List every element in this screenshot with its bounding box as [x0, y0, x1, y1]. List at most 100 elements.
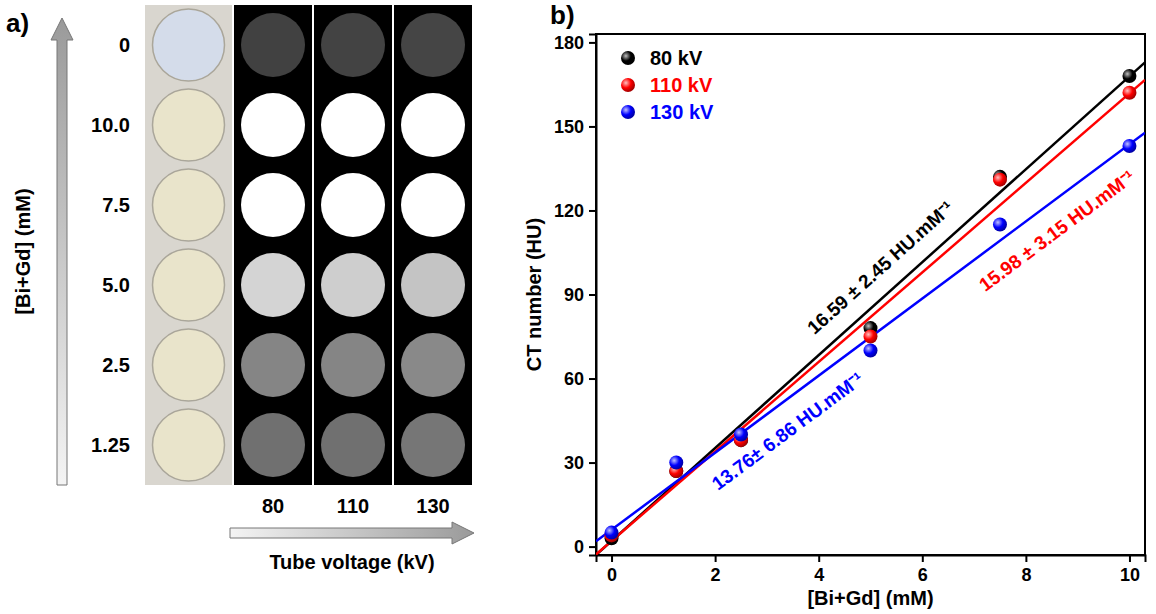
tick-label: 60 [564, 369, 584, 389]
ct-phantom [401, 93, 465, 157]
panel-label: a) [6, 8, 29, 38]
photo-well [153, 89, 225, 161]
annotation: 15.98 ± 3.15 HU.mM⁻¹ [975, 166, 1139, 295]
plot-frame [596, 34, 1145, 555]
ct-phantom [321, 13, 385, 77]
axis-title: Tube voltage (kV) [269, 551, 434, 573]
panel-b: 0 2 4 6 8 10 0 30 60 90 120 150 180 [Bi+Gd] (mM) CT nu… [523, 0, 1146, 609]
tick: 4 [814, 555, 824, 585]
tick: 120 [554, 201, 596, 221]
photo [145, 5, 232, 485]
data-point [734, 428, 748, 442]
tick-mark [589, 378, 596, 380]
tick-mark [1025, 555, 1027, 562]
arrow [51, 18, 73, 485]
axis-line [589, 35, 597, 556]
ct-phantom [321, 413, 385, 477]
legend: 80 kV 110 kV 130 kV [621, 47, 714, 123]
ct-phantom [321, 253, 385, 317]
tick: 0 [607, 555, 617, 585]
row-label: 2.5 [102, 354, 130, 376]
arrow [230, 522, 474, 544]
tick: 180 [554, 33, 596, 53]
axis-line [597, 556, 1146, 563]
y-axis: 0 30 60 90 120 150 180 [554, 33, 597, 557]
data-point [605, 526, 619, 540]
legend-label: 110 kV [650, 74, 713, 96]
tick-label: 0 [607, 565, 617, 585]
tick-label: 150 [554, 117, 584, 137]
data-point [1122, 139, 1136, 153]
tick-label: 30 [564, 453, 584, 473]
tick-label: 0 [574, 537, 584, 557]
annotations: 16.59 ± 2.45 HU.mM⁻¹15.98 ± 3.15 HU.mM⁻¹… [708, 166, 1139, 494]
photo-well [153, 409, 225, 481]
plot-area [596, 62, 1145, 555]
row-label: 7.5 [102, 194, 130, 216]
legend-marker [621, 78, 635, 92]
photo-well [153, 9, 225, 81]
tick-label: 2 [711, 565, 721, 585]
photo-well [153, 249, 225, 321]
tick-label: 120 [554, 201, 584, 221]
ct-image [314, 5, 392, 485]
tick-label: 180 [554, 33, 584, 53]
legend-marker [621, 51, 635, 65]
row-label: 5.0 [102, 274, 130, 296]
tick-mark [589, 42, 596, 44]
axis-title: [Bi+Gd] (mM) [807, 587, 933, 609]
column-label: 110 [337, 495, 369, 517]
data-point [1122, 86, 1136, 100]
column-label: 130 [416, 495, 449, 517]
ct-phantom [401, 333, 465, 397]
tick: 90 [564, 285, 596, 305]
tick-mark [715, 555, 717, 562]
ct-phantom [241, 333, 305, 397]
tick-mark [589, 546, 596, 548]
ct-phantom [321, 93, 385, 157]
tick: 60 [564, 369, 596, 389]
ct-image [234, 5, 312, 485]
data-point [864, 344, 878, 358]
tick: 150 [554, 117, 596, 137]
ct-phantom [241, 253, 305, 317]
ct-image [394, 5, 472, 485]
annotation: 16.59 ± 2.45 HU.mM⁻¹ [803, 197, 957, 339]
ct-phantom [241, 173, 305, 237]
photo-well [153, 169, 225, 241]
row-label: 1.25 [91, 434, 130, 456]
tick-mark [922, 555, 924, 562]
tick-mark [589, 294, 596, 296]
panel-a: a)[Bi+Gd] (mM)010.07.55.02.51.2580110130… [6, 5, 474, 573]
tick-label: 90 [564, 285, 584, 305]
axis-title: [Bi+Gd] (mM) [12, 188, 34, 314]
legend-marker [621, 105, 635, 119]
ct-phantom [241, 13, 305, 77]
tick-mark [589, 210, 596, 212]
tick-mark [1129, 555, 1131, 562]
ct-phantom [401, 413, 465, 477]
annotation: 13.76± 6.86 HU.mM⁻¹ [708, 368, 868, 494]
x-axis: 0 2 4 6 8 10 [597, 555, 1146, 585]
legend-label: 80 kV [650, 47, 703, 69]
data-point [864, 330, 878, 344]
data-point [669, 456, 683, 470]
tick-mark [589, 126, 596, 128]
ct-phantom [401, 173, 465, 237]
panel-label: b) [550, 0, 575, 30]
tick-label: 10 [1120, 565, 1140, 585]
tick-label: 6 [918, 565, 928, 585]
fit-line [596, 133, 1145, 542]
photo-well [153, 329, 225, 401]
fit-line [596, 62, 1145, 555]
row-label: 0 [119, 34, 130, 56]
tick: 10 [1120, 555, 1140, 585]
row-label: 10.0 [91, 114, 130, 136]
legend-label: 130 kV [650, 101, 714, 123]
tick: 8 [1021, 555, 1031, 585]
tick: 6 [918, 555, 928, 585]
ct-phantom [241, 413, 305, 477]
tick-mark [611, 555, 613, 562]
ct-phantom [241, 93, 305, 157]
axis-title: CT number (HU) [523, 218, 545, 371]
